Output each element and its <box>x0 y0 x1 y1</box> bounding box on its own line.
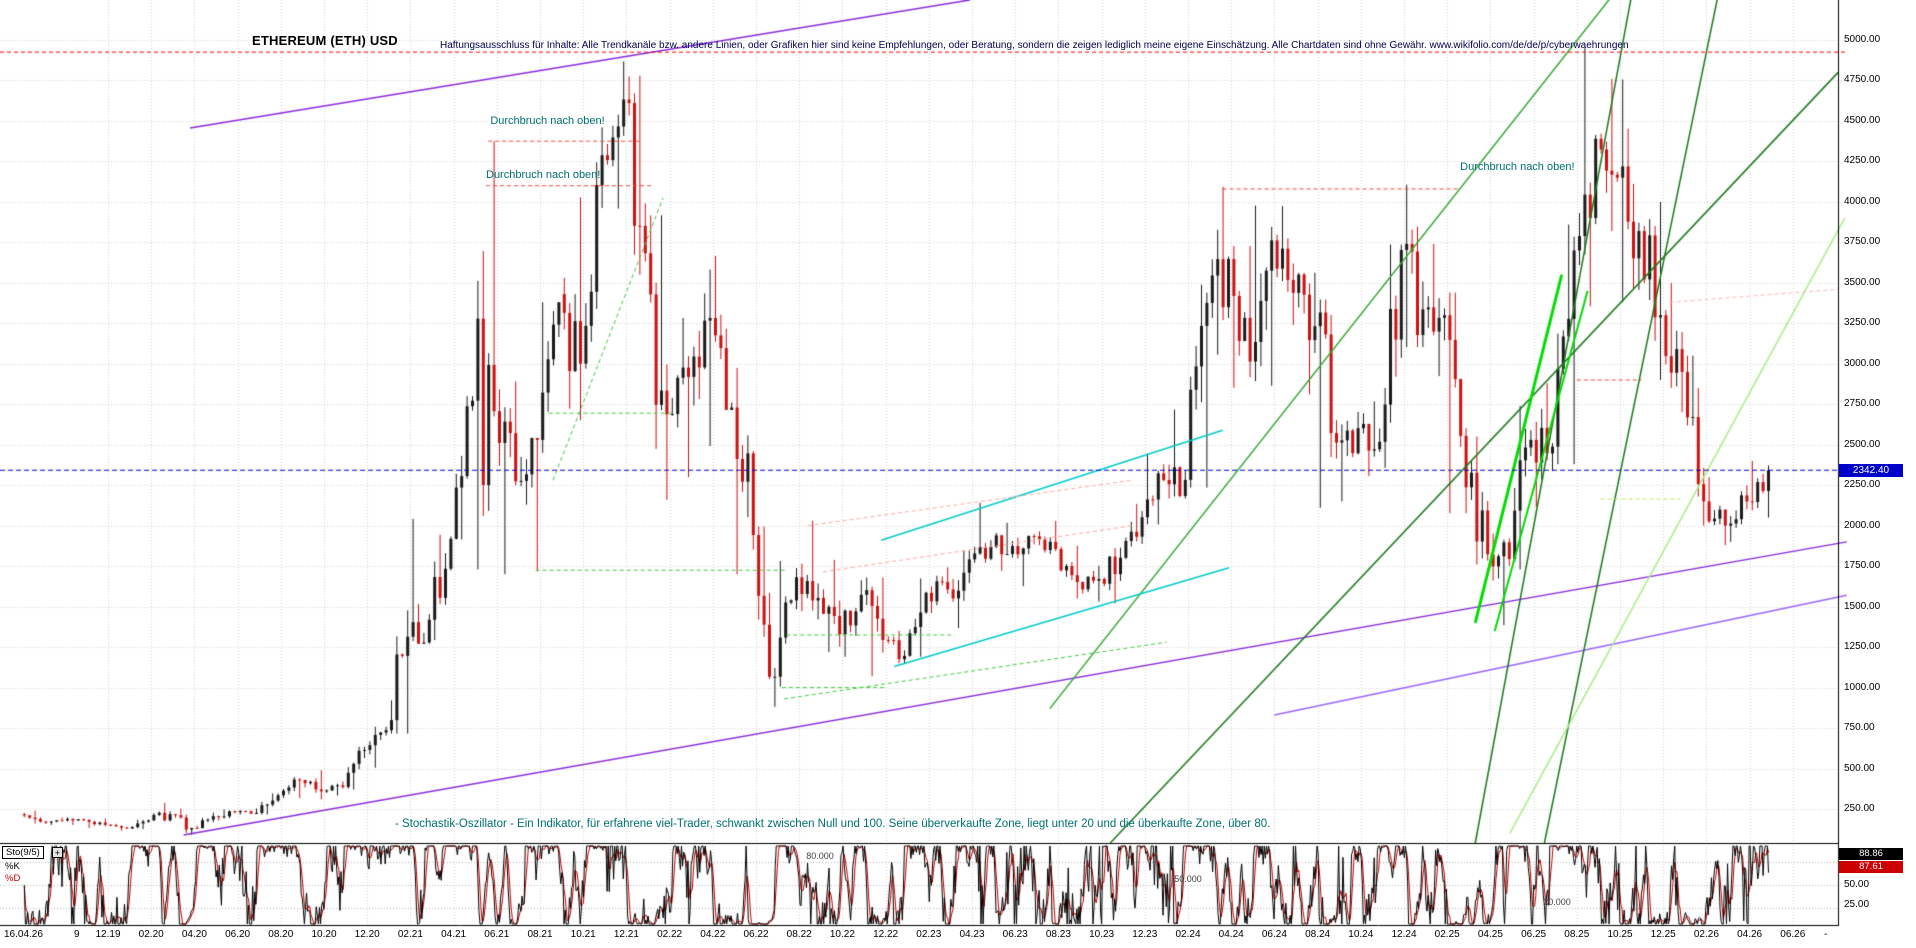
price-tick-label: 1500.00 <box>1844 600 1881 612</box>
date-tick-label: 06.25 <box>1521 929 1547 940</box>
stochastic-axis-label: 50.00 <box>1844 879 1870 890</box>
date-tick-label: 12.19 <box>95 929 121 940</box>
date-tick-label: 08.21 <box>527 929 553 940</box>
date-tick-label: 06.26 <box>1780 929 1806 940</box>
stochastic-d-label: %D <box>5 873 21 884</box>
date-tick-label: 04.20 <box>181 929 207 940</box>
price-tick-label: 4750.00 <box>1844 74 1881 86</box>
price-tick-label: 5000.00 <box>1844 34 1881 45</box>
date-tick-label: 06.24 <box>1261 929 1287 940</box>
add-indicator-button[interactable]: + <box>52 847 63 858</box>
date-tick-label: 04.25 <box>1477 929 1503 940</box>
date-tick-label: 08.24 <box>1305 929 1331 940</box>
annotation-breakout-1: Durchbruch nach oben! <box>490 115 605 128</box>
date-tick-label: 02.24 <box>1175 929 1201 940</box>
price-tick-label: 500.00 <box>1844 762 1875 774</box>
price-tick-label: 3500.00 <box>1844 276 1881 288</box>
date-tick-label: 08.23 <box>1045 929 1071 940</box>
date-tick-label: - <box>1824 929 1828 940</box>
date-tick-label: 02.20 <box>138 929 164 940</box>
date-tick-label: 04.22 <box>700 929 726 940</box>
date-tick-label: 10.25 <box>1607 929 1633 940</box>
date-tick-label: 10.21 <box>570 929 596 940</box>
date-tick-label: 08.22 <box>786 929 812 940</box>
date-tick-label: 08.25 <box>1564 929 1590 940</box>
current-price-badge: 2342.40 <box>1839 464 1903 478</box>
date-tick-label: 06.23 <box>1002 929 1028 940</box>
date-tick-label: 02.22 <box>657 929 683 940</box>
date-tick-label: 16.04.26 <box>4 929 43 940</box>
stochastic-indicator-label[interactable]: Sto(9/5) <box>2 846 44 859</box>
annotation-breakout-2: Durchbruch nach oben! <box>486 168 601 181</box>
stochastic-k-label: %K <box>5 861 20 872</box>
stochastic-axis-label: 25.00 <box>1844 898 1870 910</box>
date-tick-label: 04.26 <box>1737 929 1763 940</box>
date-tick-label: 12.20 <box>354 929 380 940</box>
stochastic-k-value: 88.86 <box>1839 848 1903 860</box>
date-tick-label: 9 <box>74 929 80 940</box>
stochastic-guide-label: 20.000 <box>1543 897 1571 908</box>
date-tick-label: 12.24 <box>1391 929 1417 940</box>
stochastic-guide-label: 80.000 <box>806 850 834 861</box>
stochastic-d-value: 87.61 <box>1839 861 1903 873</box>
date-tick-label: 04.21 <box>441 929 467 940</box>
disclaimer-text: Haftungsausschluss für Inhalte: Alle Tre… <box>440 40 1629 51</box>
price-tick-label: 4250.00 <box>1844 155 1881 167</box>
price-tick-label: 1250.00 <box>1844 641 1881 653</box>
chart-title: ETHEREUM (ETH) USD <box>252 33 398 48</box>
date-tick-label: 06.22 <box>743 929 769 940</box>
price-tick-label: 2000.00 <box>1844 519 1881 531</box>
date-tick-label: 04.24 <box>1218 929 1244 940</box>
price-tick-label: 2750.00 <box>1844 398 1881 410</box>
date-tick-label: 02.23 <box>916 929 942 940</box>
stochastic-guide-label: 50.000 <box>1174 874 1202 884</box>
stochastic-description: - Stochastik-Oszillator - Ein Indikator,… <box>395 818 1271 830</box>
price-tick-label: 2500.00 <box>1844 438 1881 450</box>
date-tick-label: 04.23 <box>959 929 985 940</box>
date-tick-label: 12.25 <box>1650 929 1676 940</box>
price-tick-label: 3250.00 <box>1844 317 1881 329</box>
date-tick-label: 12.21 <box>613 929 639 940</box>
price-tick-label: 2250.00 <box>1844 479 1881 491</box>
date-tick-label: 10.23 <box>1089 929 1115 940</box>
date-tick-label: 02.25 <box>1434 929 1460 940</box>
date-tick-label: 10.24 <box>1348 929 1374 940</box>
date-tick-label: 06.21 <box>484 929 510 940</box>
price-tick-label: 1000.00 <box>1844 681 1881 693</box>
date-tick-label: 02.21 <box>397 929 423 940</box>
price-tick-label: 4500.00 <box>1844 114 1881 126</box>
price-tick-label: 250.00 <box>1844 802 1875 814</box>
price-tick-label: 3750.00 <box>1844 236 1881 248</box>
price-tick-label: 750.00 <box>1844 722 1875 734</box>
date-tick-label: 08.20 <box>268 929 294 940</box>
date-tick-label: 10.22 <box>829 929 855 940</box>
date-tick-label: 10.20 <box>311 929 337 940</box>
date-tick-label: 12.22 <box>873 929 899 940</box>
date-tick-label: 06.20 <box>225 929 251 940</box>
annotation-breakout-3: Durchbruch nach oben! <box>1460 160 1575 173</box>
price-tick-label: 1750.00 <box>1844 560 1881 572</box>
price-tick-label: 3000.00 <box>1844 357 1881 369</box>
date-tick-label: 02.26 <box>1693 929 1719 940</box>
price-tick-label: 4000.00 <box>1844 195 1881 207</box>
date-tick-label: 12.23 <box>1132 929 1158 940</box>
